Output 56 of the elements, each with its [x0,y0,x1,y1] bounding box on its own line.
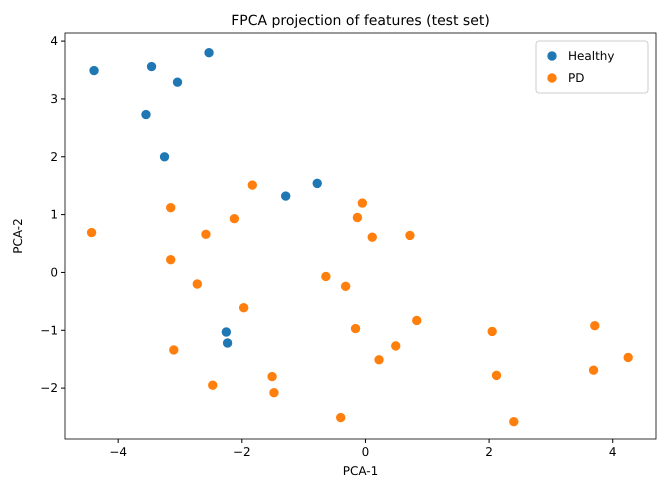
point [350,323,361,334]
point [172,76,183,88]
x-tick-label: 4 [608,445,617,459]
point [86,227,97,238]
point [165,202,176,213]
x-tick-label: −2 [232,445,251,459]
point [320,271,332,282]
point [357,198,368,208]
x-axis-title: PCA-1 [342,464,378,478]
point [622,352,634,363]
y-tick-label: 2 [50,150,58,164]
point [140,109,152,120]
point [221,326,232,338]
y-tick-label: 4 [50,34,58,48]
legend-label: PD [568,71,584,85]
point [204,47,214,58]
point [486,326,498,337]
x-tick-label: 0 [362,445,370,459]
point [366,232,378,242]
point [247,180,258,190]
point [200,228,212,240]
point [508,416,520,427]
point [404,230,416,241]
point [192,278,203,290]
point [352,212,363,223]
legend-label: Healthy [568,49,615,63]
point [159,151,170,162]
y-tick-label: −1 [40,323,58,338]
point [165,254,176,266]
point [268,387,280,398]
point [168,344,180,356]
x-tick-label: −4 [109,445,128,459]
point [390,340,402,352]
y-tick-label: 3 [50,92,58,106]
point [312,178,323,189]
point [222,338,233,348]
y-tick-label: 0 [50,265,58,280]
point [374,354,384,366]
point [280,190,291,202]
point [146,61,157,72]
point [266,371,278,382]
point [411,315,422,326]
point [340,281,351,292]
point [238,302,249,314]
y-tick-label: 1 [50,208,58,222]
x-tick-label: 2 [485,445,493,459]
y-axis-title: PCA-2 [11,218,25,254]
y-tick-label: −2 [40,381,58,396]
point [590,320,600,331]
point [229,213,240,224]
point [335,412,346,423]
chart-title: FPCA projection of features (test set) [231,13,490,29]
point [88,65,100,76]
point [588,364,599,376]
point [207,380,218,391]
point [491,370,502,381]
